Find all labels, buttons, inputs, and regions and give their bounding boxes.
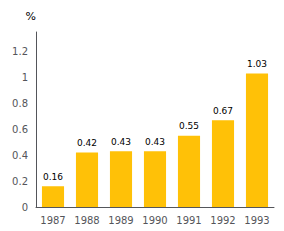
svg-text:0.42: 0.42 [77, 138, 97, 148]
svg-text:1.03: 1.03 [247, 59, 267, 69]
svg-text:1993: 1993 [244, 215, 269, 226]
svg-text:1989: 1989 [108, 215, 133, 226]
svg-text:1991: 1991 [176, 215, 201, 226]
svg-text:0.4: 0.4 [12, 150, 28, 161]
svg-text:%: % [26, 10, 36, 23]
svg-text:0.43: 0.43 [111, 137, 131, 147]
svg-text:1988: 1988 [74, 215, 99, 226]
svg-text:1992: 1992 [210, 215, 235, 226]
svg-text:0.16: 0.16 [43, 172, 63, 182]
svg-text:0: 0 [22, 202, 28, 213]
svg-text:0.2: 0.2 [12, 176, 28, 187]
svg-text:1: 1 [22, 72, 28, 83]
svg-text:0.43: 0.43 [145, 137, 165, 147]
svg-text:1987: 1987 [40, 215, 65, 226]
svg-text:0.67: 0.67 [213, 106, 233, 116]
svg-text:0.55: 0.55 [179, 121, 199, 131]
svg-text:1.2: 1.2 [12, 46, 28, 57]
svg-text:0.6: 0.6 [12, 124, 28, 135]
svg-text:0.8: 0.8 [12, 98, 28, 109]
svg-text:1990: 1990 [142, 215, 167, 226]
